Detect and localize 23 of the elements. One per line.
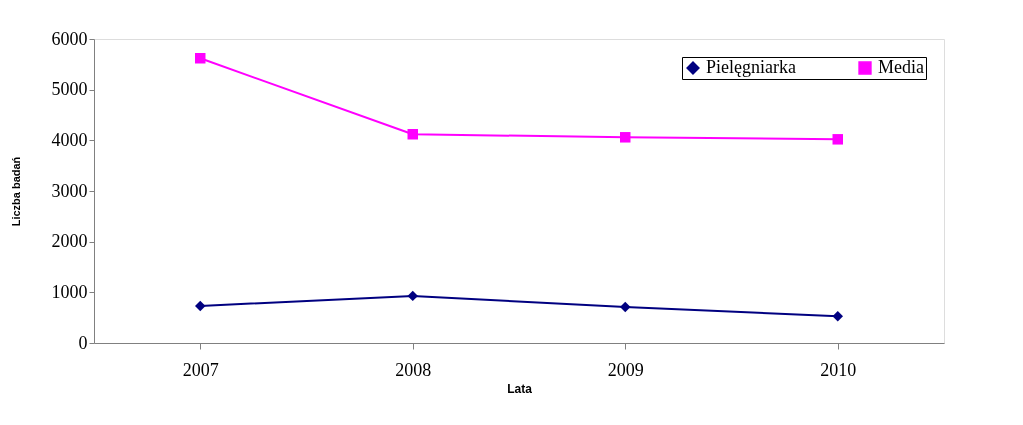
point (832, 310, 843, 322)
legend-label: Pielęgniarka (706, 57, 796, 77)
x-tick-label: 2010 (820, 359, 857, 380)
point (620, 132, 631, 143)
legend-label: Media (878, 57, 924, 77)
y-tick-label: 0 (78, 332, 88, 353)
point (195, 300, 206, 312)
y-tick-label: 5000 (51, 79, 88, 100)
y-axis-title: Liczba badań (9, 156, 22, 227)
point (195, 53, 206, 64)
point (407, 129, 418, 140)
y-tick-label: 6000 (51, 28, 88, 49)
point (407, 290, 418, 302)
x-tick-label: 2008 (395, 359, 432, 380)
y-tick-label: 3000 (51, 180, 88, 201)
y-tick-label: 4000 (51, 129, 88, 150)
y-tick-label: 1000 (51, 281, 88, 302)
x-axis-title: Lata (507, 381, 533, 396)
x-tick-label: 2009 (607, 359, 644, 380)
point (832, 134, 843, 145)
y-tick-label: 2000 (51, 231, 88, 252)
point (620, 301, 631, 313)
x-tick-label: 2007 (182, 359, 219, 380)
